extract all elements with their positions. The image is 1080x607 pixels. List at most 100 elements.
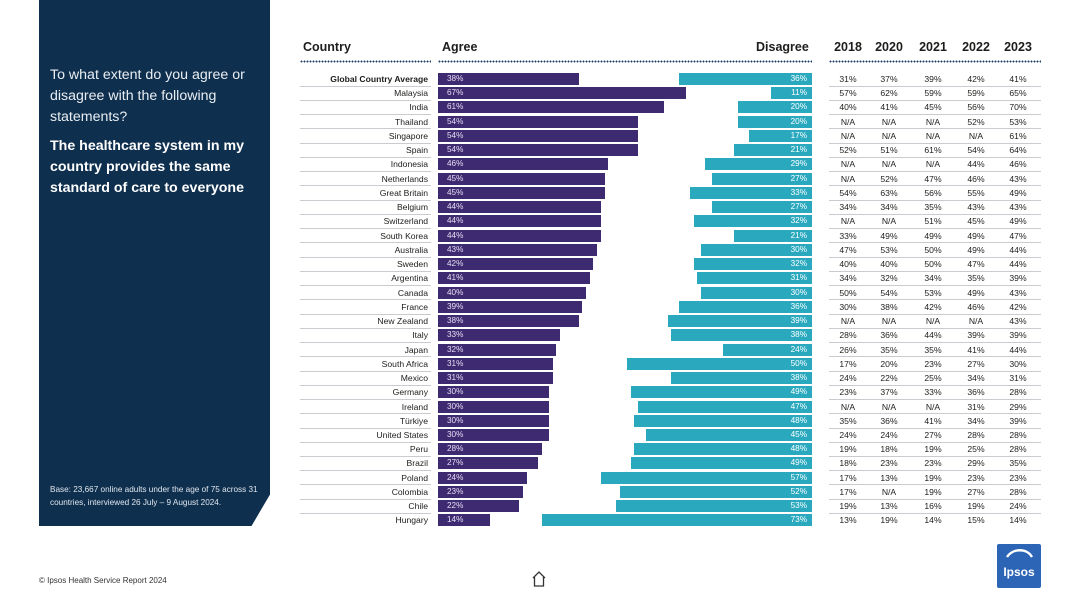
- year-cell-2021: 27%: [924, 430, 942, 440]
- disagree-value-label: 49%: [790, 387, 807, 397]
- year-cell-2023: 42%: [1009, 301, 1027, 312]
- row-divider: [300, 327, 431, 329]
- row-divider: [300, 313, 431, 315]
- agree-bar: [438, 229, 601, 242]
- disagree-value-label: 20%: [790, 102, 807, 112]
- agree-value-label: 30%: [447, 415, 464, 425]
- year-cell-2020: 13%: [880, 501, 898, 512]
- header-divider-years: [829, 60, 1041, 63]
- country-label: Singapore: [388, 130, 428, 141]
- year-cell-2018: 17%: [839, 358, 857, 369]
- row-divider: [829, 242, 1041, 244]
- table-row: Singapore 54% 17% N/A N/A N/A N/A 61%: [0, 129, 1080, 143]
- year-cell-2018: 31%: [839, 74, 857, 84]
- row-divider: [300, 85, 431, 87]
- table-row: Thailand 54% 20% N/A N/A N/A 52% 53%: [0, 115, 1080, 129]
- header-divider-country: [300, 60, 431, 63]
- agree-value-label: 54%: [447, 116, 464, 126]
- disagree-bar: [701, 243, 812, 256]
- year-cell-2023: 35%: [1009, 458, 1027, 469]
- disagree-value-label: 45%: [790, 430, 807, 439]
- disagree-value-label: 50%: [790, 358, 807, 368]
- agree-value-label: 67%: [447, 88, 464, 98]
- row-divider: [829, 470, 1041, 472]
- year-cell-2021: 16%: [924, 501, 942, 512]
- year-cell-2021: 50%: [924, 244, 942, 255]
- country-label: Malaysia: [394, 88, 428, 99]
- row-divider: [829, 313, 1041, 315]
- agree-bar: [438, 315, 579, 328]
- disagree-bar: [619, 485, 812, 498]
- year-cell-2023: 39%: [1009, 273, 1027, 284]
- row-divider: [829, 228, 1041, 230]
- row-divider: [829, 156, 1041, 158]
- row-divider: [829, 441, 1041, 443]
- row-divider: [300, 427, 431, 429]
- year-cell-2023: 46%: [1009, 159, 1027, 170]
- disagree-value-label: 38%: [790, 373, 807, 383]
- header-year-2023: 2023: [1004, 40, 1032, 54]
- agree-bar: [438, 258, 594, 271]
- year-cell-2022: 29%: [967, 458, 985, 469]
- year-cell-2018: 13%: [839, 515, 857, 526]
- agree-value-label: 42%: [447, 259, 464, 269]
- row-divider: [300, 413, 431, 415]
- year-cell-2022: 49%: [967, 287, 985, 298]
- disagree-value-label: 27%: [790, 202, 807, 212]
- year-cell-2022: 35%: [967, 273, 985, 284]
- year-cell-2020: N/A: [881, 316, 897, 327]
- disagree-value-label: 32%: [790, 216, 807, 226]
- year-cell-2021: 14%: [924, 515, 942, 526]
- agree-value-label: 22%: [447, 501, 464, 511]
- disagree-bar: [697, 272, 812, 285]
- year-cell-2018: 35%: [839, 415, 857, 426]
- agree-bar: [438, 386, 549, 399]
- disagree-value-label: 21%: [790, 145, 807, 155]
- year-cell-2021: N/A: [925, 159, 941, 170]
- header-country: Country: [303, 40, 351, 54]
- row-divider: [829, 484, 1041, 486]
- agree-value-label: 30%: [447, 430, 464, 439]
- year-cell-2022: 34%: [967, 415, 985, 426]
- year-cell-2022: 43%: [967, 202, 985, 213]
- year-cell-2023: 49%: [1009, 187, 1027, 198]
- country-label: Thailand: [395, 116, 428, 127]
- disagree-value-label: 30%: [790, 287, 807, 297]
- agree-bar: [438, 243, 598, 256]
- row-divider: [300, 213, 431, 215]
- year-cell-2018: 26%: [839, 344, 857, 355]
- table-row: Brazil 27% 49% 18% 23% 23% 29% 35%: [0, 456, 1080, 470]
- country-label: Mexico: [400, 373, 428, 384]
- country-label: Brazil: [406, 458, 429, 469]
- year-cell-2022: N/A: [968, 130, 984, 141]
- year-cell-2022: 54%: [967, 145, 985, 156]
- year-cell-2018: 19%: [839, 444, 857, 455]
- row-divider: [829, 99, 1041, 101]
- year-cell-2022: 56%: [967, 102, 985, 113]
- year-cell-2018: 52%: [839, 145, 857, 156]
- year-cell-2020: 38%: [880, 301, 898, 312]
- agree-value-label: 54%: [447, 145, 464, 155]
- home-icon[interactable]: [531, 570, 547, 588]
- row-divider: [300, 441, 431, 443]
- row-divider: [300, 299, 431, 301]
- year-cell-2018: 24%: [839, 373, 857, 384]
- row-divider: [300, 384, 431, 386]
- disagree-value-label: 39%: [790, 316, 807, 326]
- disagree-value-label: 20%: [790, 116, 807, 126]
- table-row: South Africa 31% 50% 17% 20% 23% 27% 30%: [0, 357, 1080, 371]
- agree-bar: [438, 201, 601, 214]
- agree-bar: [438, 73, 579, 85]
- agree-bar: [438, 87, 686, 100]
- disagree-bar: [630, 457, 812, 470]
- table-row: Chile 22% 53% 19% 13% 16% 19% 24%: [0, 499, 1080, 513]
- year-cell-2021: N/A: [925, 316, 941, 327]
- year-cell-2020: 22%: [880, 373, 898, 384]
- year-cell-2018: 33%: [839, 230, 857, 241]
- year-cell-2023: 28%: [1009, 387, 1027, 398]
- year-cell-2022: 28%: [967, 430, 985, 440]
- row-divider: [829, 128, 1041, 130]
- year-cell-2020: 49%: [880, 230, 898, 241]
- agree-value-label: 44%: [447, 230, 464, 240]
- table-row: Indonesia 46% 29% N/A N/A N/A 44% 46%: [0, 157, 1080, 171]
